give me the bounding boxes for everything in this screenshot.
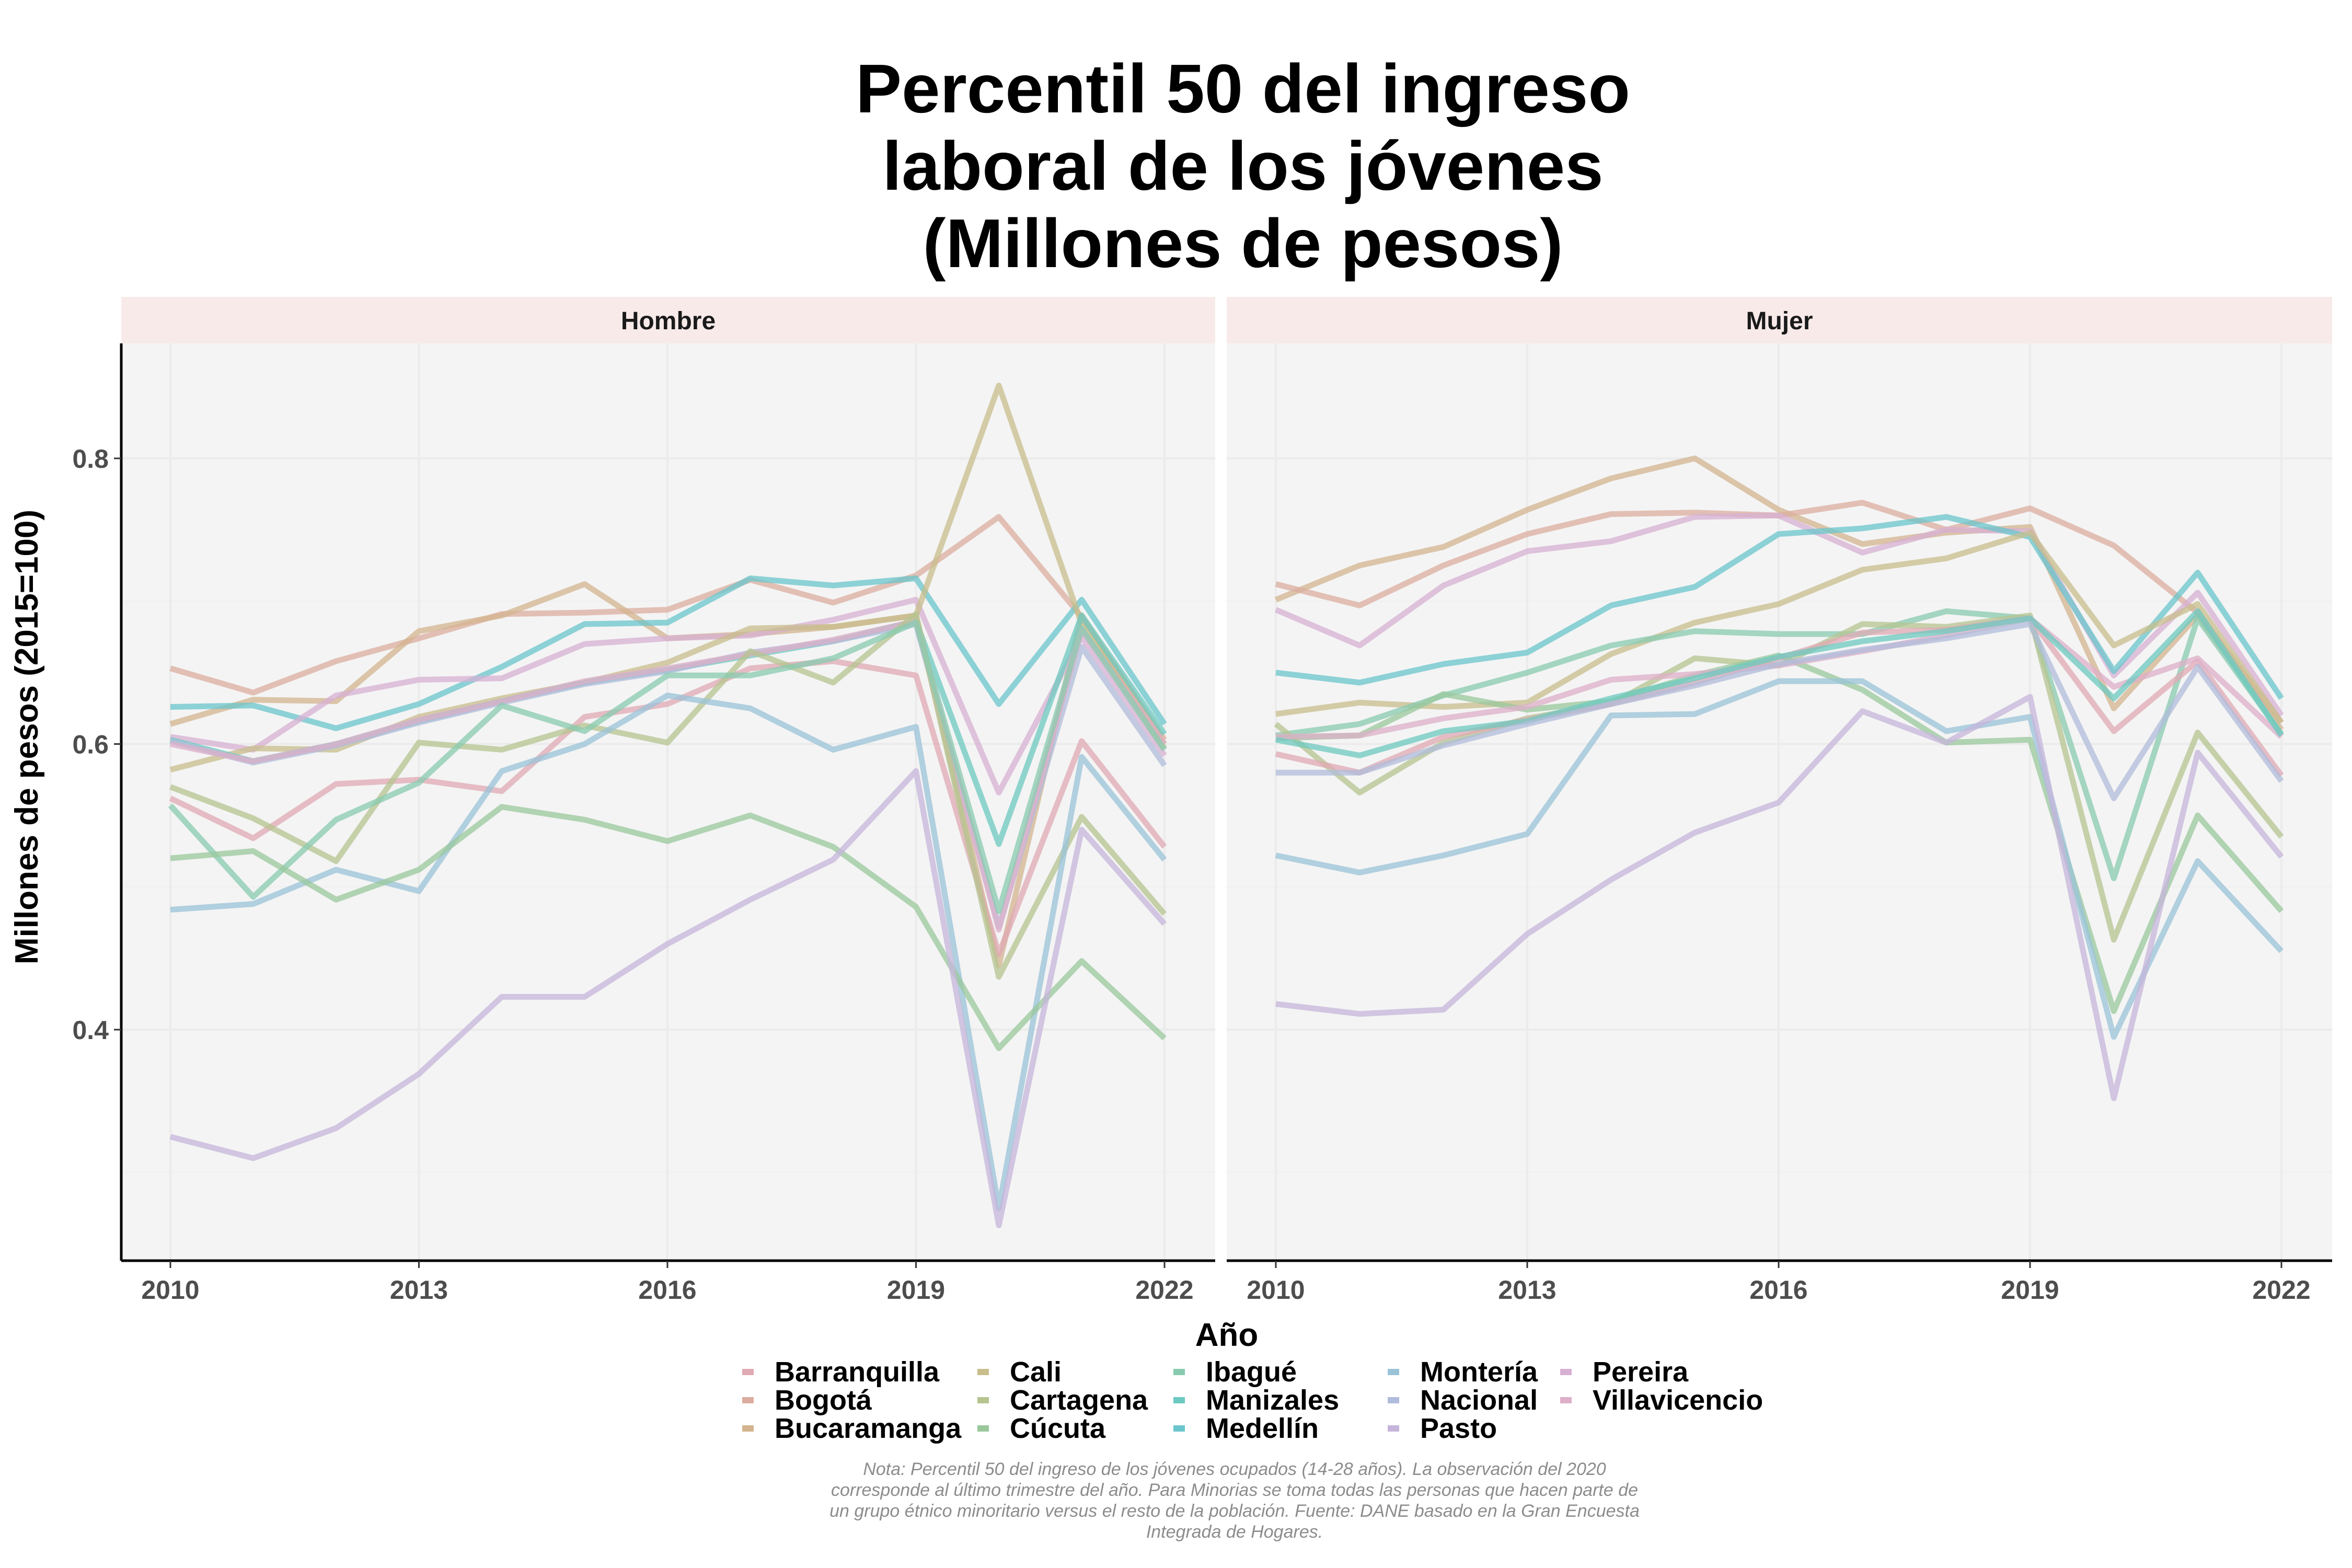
x-axis: 2010 2013 2016 2019 2022 xyxy=(121,1259,1215,1305)
series-line-cucuta xyxy=(170,804,1167,1051)
legend-swatch xyxy=(1173,1425,1185,1432)
x-tick-label: 2019 xyxy=(2001,1275,2059,1305)
series-line-cali xyxy=(1275,529,2284,724)
legend-swatch xyxy=(1560,1397,1572,1403)
legend-swatch xyxy=(1388,1369,1399,1375)
facet-strip xyxy=(1227,297,2332,343)
series-line-monteria xyxy=(1275,678,2284,1040)
series-line-pasto xyxy=(1275,694,2284,1101)
y-axis-title: Millones de pesos (2015=100) xyxy=(9,510,45,964)
x-tick-label: 2019 xyxy=(887,1275,945,1305)
legend-item-ibague: Ibagué xyxy=(1173,1356,1297,1388)
x-tick-label: 2010 xyxy=(1247,1275,1305,1305)
legend-item-pereira: Pereira xyxy=(1560,1356,1689,1388)
x-tick-label: 2013 xyxy=(1498,1275,1556,1305)
series-lines xyxy=(168,383,1167,1228)
legend-label: Manizales xyxy=(1206,1385,1339,1416)
title-line-2: laboral de los jóvenes xyxy=(882,128,1603,204)
series-line-barranquilla xyxy=(169,658,1167,957)
legend-label: Ibagué xyxy=(1206,1356,1297,1388)
legend-item-bucaramanga: Bucaramanga xyxy=(742,1413,962,1444)
legend-label: Villavicencio xyxy=(1593,1385,1763,1416)
note-line-3: un grupo étnico minoritario versus el re… xyxy=(829,1501,1640,1521)
legend-swatch xyxy=(977,1397,989,1403)
y-tick-label: 0.6 xyxy=(72,730,109,759)
legend-label: Bucaramanga xyxy=(775,1413,962,1444)
series-line-medellin xyxy=(1275,514,2284,700)
legend-item-cucuta: Cúcuta xyxy=(977,1413,1106,1444)
series-line-nacional xyxy=(1276,621,2284,801)
facet-label: Hombre xyxy=(621,307,716,335)
legend-swatch xyxy=(1388,1425,1399,1432)
x-axis: 2010 2013 2016 2019 2022 xyxy=(1227,1259,2332,1305)
legend-swatch xyxy=(1173,1397,1185,1403)
legend-item-barranquilla: Barranquilla xyxy=(742,1356,940,1388)
series-line-pereira xyxy=(170,597,1167,795)
series-line-manizales xyxy=(1275,608,2284,758)
legend-label: Nacional xyxy=(1420,1385,1538,1416)
legend-label: Cali xyxy=(1010,1356,1062,1388)
series-line-monteria xyxy=(170,693,1167,1212)
x-tick-label: 2016 xyxy=(638,1275,696,1305)
series-line-bucaramanga xyxy=(1274,455,2284,732)
legend-swatch xyxy=(977,1369,989,1375)
legend-item-cali: Cali xyxy=(977,1356,1062,1388)
legend-item-villavicencio: Villavicencio xyxy=(1560,1385,1763,1416)
note-line-1: Nota: Percentil 50 del ingreso de los jó… xyxy=(863,1459,1606,1479)
series-line-bogota xyxy=(169,514,1167,742)
legend-label: Medellín xyxy=(1206,1413,1319,1444)
series-line-ibague xyxy=(168,619,1167,914)
legend-item-nacional: Nacional xyxy=(1388,1385,1538,1416)
series-line-cali xyxy=(169,383,1167,773)
series-line-villavicencio xyxy=(169,618,1167,933)
facet-strip xyxy=(121,297,1215,343)
legend-item-monteria: Montería xyxy=(1388,1356,1538,1388)
panel-hombre: Hombre 2010 2013 2016 2019 2022 0.4 0.6 0.8 xyxy=(72,297,1215,1305)
y-tick-label: 0.4 xyxy=(72,1016,109,1045)
series-line-pasto xyxy=(169,768,1167,1228)
title-line-1: Percentil 50 del ingreso xyxy=(856,50,1630,127)
title-line-3: (Millones de pesos) xyxy=(923,205,1563,282)
legend-label: Pasto xyxy=(1420,1413,1497,1444)
x-axis-title: Año xyxy=(1195,1317,1259,1353)
legend-item-manizales: Manizales xyxy=(1173,1385,1339,1416)
x-tick-label: 2013 xyxy=(390,1275,448,1305)
legend-swatch xyxy=(1388,1397,1399,1403)
legend-swatch xyxy=(742,1369,754,1375)
x-tick-label: 2022 xyxy=(2252,1275,2310,1305)
legend-label: Pereira xyxy=(1593,1356,1689,1388)
legend-label: Bogotá xyxy=(775,1385,872,1416)
series-line-medellin xyxy=(170,575,1167,731)
x-tick-label: 2016 xyxy=(1749,1275,1807,1305)
facet-label: Mujer xyxy=(1746,307,1813,335)
series-line-cartagena xyxy=(169,611,1167,980)
caption-note: Nota: Percentil 50 del ingreso de los jó… xyxy=(829,1459,1640,1542)
x-tick-label: 2022 xyxy=(1135,1275,1193,1305)
legend-label: Barranquilla xyxy=(775,1356,940,1388)
note-line-4: Integrada de Hogares. xyxy=(1146,1522,1323,1542)
series-lines xyxy=(1274,455,2284,1101)
facet-panels: Hombre 2010 2013 2016 2019 2022 0.4 0.6 0.8 Mujer… xyxy=(72,297,2332,1305)
legend-label: Cartagena xyxy=(1010,1385,1148,1416)
legend-item-cartagena: Cartagena xyxy=(977,1385,1148,1416)
chart-title: Percentil 50 del ingreso laboral de los … xyxy=(856,50,1630,282)
legend-swatch xyxy=(1173,1369,1185,1375)
legend-swatch xyxy=(1560,1369,1572,1375)
legend-item-bogota: Bogotá xyxy=(742,1385,872,1416)
series-line-pereira xyxy=(1274,512,2284,717)
legend-swatch xyxy=(742,1425,754,1432)
legend-label: Cúcuta xyxy=(1010,1413,1106,1444)
legend-item-medellin: Medellín xyxy=(1173,1413,1319,1444)
legend-item-pasto: Pasto xyxy=(1388,1413,1497,1444)
y-axis: 0.4 0.6 0.8 xyxy=(72,343,123,1261)
legend-swatch xyxy=(742,1397,754,1403)
panel-mujer: Mujer 2010 2013 2016 2019 2022 xyxy=(1227,297,2332,1305)
y-tick-label: 0.8 xyxy=(72,444,109,474)
x-tick-label: 2010 xyxy=(141,1275,199,1305)
note-line-2: corresponde al último trimestre del año.… xyxy=(831,1480,1638,1500)
legend-swatch xyxy=(977,1425,989,1432)
legend-label: Montería xyxy=(1420,1356,1538,1388)
